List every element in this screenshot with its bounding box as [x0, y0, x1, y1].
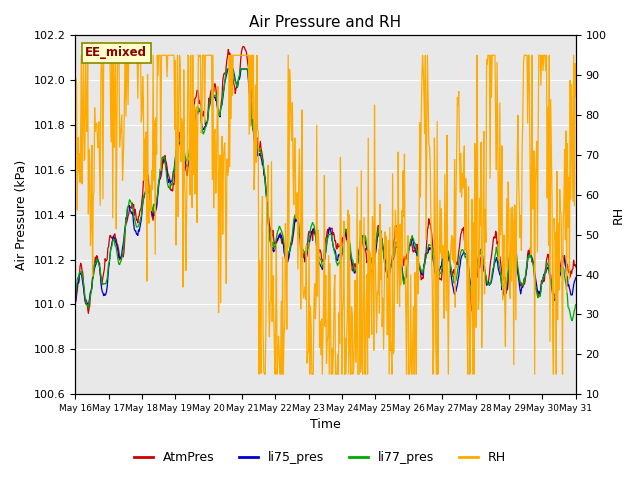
- Y-axis label: Air Pressure (kPa): Air Pressure (kPa): [15, 160, 28, 270]
- X-axis label: Time: Time: [310, 419, 341, 432]
- Y-axis label: RH: RH: [612, 205, 625, 224]
- Text: EE_mixed: EE_mixed: [85, 46, 147, 59]
- Legend: AtmPres, li75_pres, li77_pres, RH: AtmPres, li75_pres, li77_pres, RH: [129, 446, 511, 469]
- Title: Air Pressure and RH: Air Pressure and RH: [250, 15, 401, 30]
